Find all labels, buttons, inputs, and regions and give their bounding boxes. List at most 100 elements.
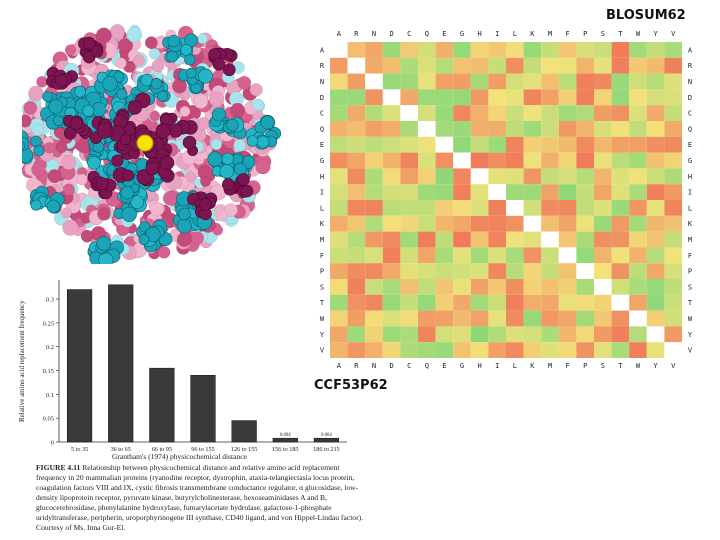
matrix-cell	[523, 105, 542, 121]
matrix-cell	[435, 200, 454, 216]
chart-y-tick-label: 0.1	[46, 392, 54, 399]
protein-atom	[126, 26, 143, 43]
matrix-cell	[453, 89, 471, 106]
matrix-cell	[506, 247, 524, 264]
matrix-cell	[611, 184, 630, 200]
matrix-cell	[523, 279, 542, 295]
matrix-cell	[558, 326, 577, 343]
matrix-cell	[435, 231, 454, 248]
protein-atom	[109, 24, 126, 40]
matrix-cell	[330, 326, 348, 343]
protein-atom	[76, 173, 88, 186]
matrix-cell	[611, 168, 630, 185]
matrix-cell	[347, 121, 366, 137]
matrix-cell	[629, 294, 647, 311]
protein-atom	[30, 199, 42, 211]
matrix-cell	[453, 121, 471, 137]
matrix-cell	[470, 310, 489, 327]
matrix-cell	[541, 105, 559, 121]
matrix-cell	[365, 105, 383, 121]
matrix-cell	[365, 168, 383, 185]
protein-atom	[249, 83, 263, 97]
matrix-row-label: M	[320, 236, 324, 244]
protein-atom	[160, 155, 175, 170]
caption-label: FIGURE 4.11	[36, 463, 81, 472]
matrix-cell	[470, 294, 489, 311]
matrix-cell	[382, 310, 401, 327]
matrix-cell	[453, 231, 471, 248]
matrix-cell	[541, 263, 559, 279]
protein-atom	[186, 67, 197, 79]
protein-atom	[31, 162, 46, 177]
protein-atom	[207, 151, 223, 167]
chart-x-tick-label: 156 to 185	[272, 446, 298, 453]
matrix-cell	[664, 231, 682, 248]
matrix-cell	[646, 42, 665, 58]
protein-atom	[42, 91, 53, 102]
matrix-col-label: N	[372, 362, 376, 370]
matrix-cell	[400, 152, 418, 169]
matrix-cell	[365, 42, 383, 58]
chart-y-tick-label: 0.2	[46, 344, 54, 351]
matrix-cell	[594, 184, 612, 200]
matrix-cell	[558, 231, 577, 248]
matrix-cell	[470, 184, 489, 200]
matrix-cell	[594, 215, 612, 232]
matrix-cell	[330, 310, 348, 327]
matrix-cell	[523, 42, 542, 58]
matrix-cell	[330, 263, 348, 279]
chart-y-tick-label: 0.25	[43, 320, 54, 327]
matrix-cell	[435, 73, 454, 90]
matrix-col-label: W	[636, 362, 641, 370]
matrix-cell	[365, 89, 383, 106]
matrix-cell	[330, 136, 348, 153]
matrix-cell	[611, 152, 630, 169]
chart-bar	[149, 367, 175, 443]
protein-atom	[55, 141, 68, 154]
matrix-cell	[435, 342, 454, 358]
matrix-cell	[541, 73, 559, 90]
matrix-cell	[594, 168, 612, 185]
matrix-cell	[541, 294, 559, 311]
matrix-cell	[330, 247, 348, 264]
matrix-row-label: K	[688, 220, 693, 228]
matrix-cell	[365, 57, 383, 74]
matrix-cell	[523, 294, 542, 311]
matrix-cell	[646, 73, 665, 90]
bar-chart: 0 0.05 0.1 0.15 0.2 0.25 0.3 5 to 35 36 to 65 66 …	[18, 280, 347, 461]
protein-atom	[157, 90, 168, 102]
matrix-cell	[646, 152, 665, 169]
protein-atom	[222, 178, 235, 191]
matrix-cell	[365, 326, 383, 343]
matrix-cell	[576, 136, 594, 153]
matrix-cell	[400, 200, 418, 216]
matrix-cell	[629, 215, 647, 232]
matrix-cell	[382, 326, 401, 343]
matrix-cell	[470, 121, 489, 137]
protein-atom	[60, 207, 72, 219]
matrix-cell	[576, 105, 594, 121]
matrix-cell	[418, 263, 436, 279]
protein-atom	[199, 198, 212, 211]
protein-atom	[127, 100, 142, 115]
protein-atom	[222, 63, 236, 77]
protein-atom	[200, 176, 211, 187]
matrix-cell	[558, 310, 577, 327]
matrix-row-label: A	[320, 46, 325, 54]
matrix-cell	[347, 326, 366, 343]
matrix-cell	[611, 263, 630, 279]
matrix-cell	[664, 294, 682, 311]
matrix-cell	[506, 73, 524, 90]
matrix-cell	[646, 326, 665, 343]
matrix-cell	[646, 342, 665, 358]
protein-atom	[22, 114, 32, 128]
protein-atom	[115, 57, 127, 69]
matrix-row-label: D	[320, 94, 324, 102]
matrix-cell	[382, 342, 401, 358]
chart-bar	[66, 289, 93, 443]
matrix-row-label: A	[688, 46, 693, 54]
matrix-cell	[435, 105, 454, 121]
protein-atom	[260, 115, 275, 130]
matrix-row-label: E	[320, 141, 324, 149]
